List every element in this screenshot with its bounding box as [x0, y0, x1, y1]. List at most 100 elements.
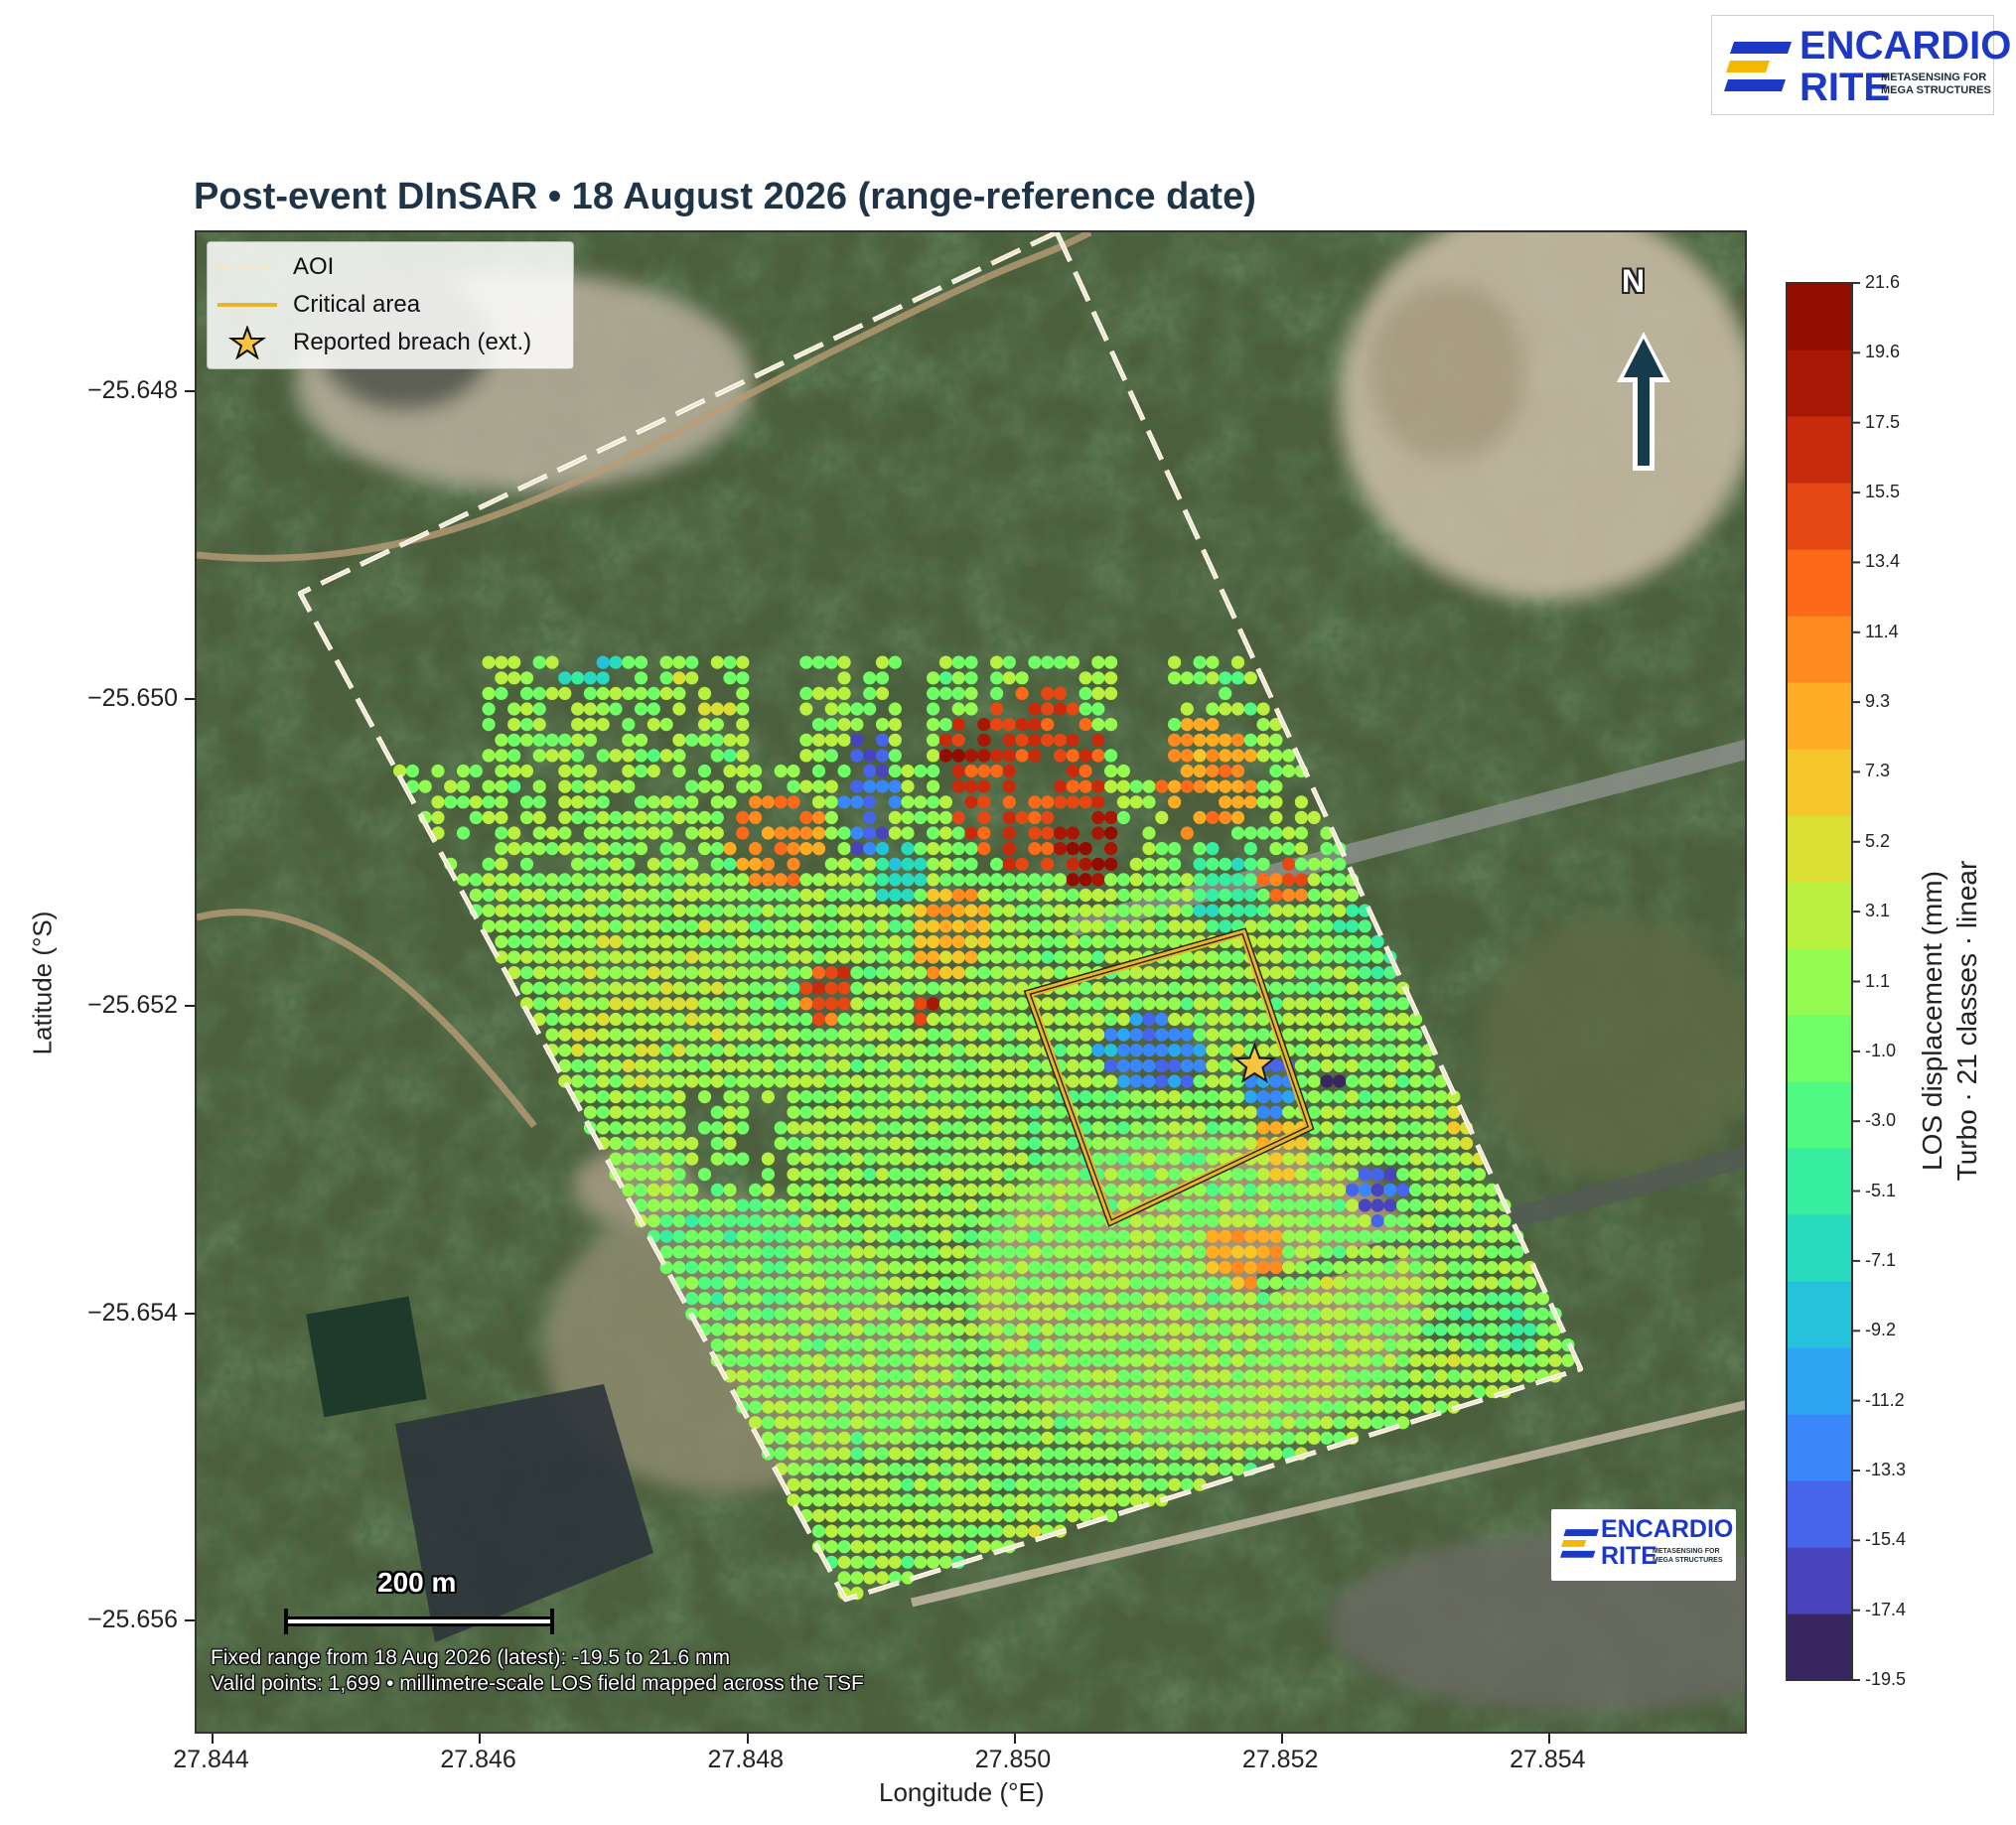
insar-point — [914, 1493, 928, 1507]
insar-point — [1434, 1168, 1448, 1182]
insar-point — [647, 1028, 660, 1042]
insar-point — [1320, 1431, 1334, 1445]
insar-point — [1142, 857, 1156, 871]
insar-point — [811, 1508, 826, 1523]
insar-point — [622, 966, 636, 980]
insar-point — [685, 873, 699, 887]
insar-point — [761, 950, 776, 964]
insar-point — [1091, 1463, 1105, 1476]
insar-point — [1015, 919, 1029, 933]
insar-point — [532, 950, 546, 964]
insar-point — [1434, 1369, 1448, 1383]
insar-point — [1155, 1074, 1169, 1088]
insar-point — [558, 764, 572, 778]
colorbar-class — [1787, 416, 1852, 484]
insar-point — [787, 1477, 800, 1491]
insar-point — [811, 966, 826, 980]
insar-point — [519, 764, 534, 778]
insar-point — [1358, 1028, 1371, 1042]
insar-point — [583, 795, 597, 809]
insar-point — [1193, 873, 1207, 887]
insar-point — [1511, 1323, 1524, 1336]
insar-point — [723, 702, 737, 716]
insar-point — [1307, 810, 1321, 825]
insar-point — [1002, 1369, 1016, 1383]
insar-point — [1041, 702, 1055, 716]
insar-point — [927, 1431, 940, 1445]
insar-point — [977, 888, 991, 903]
insar-point — [914, 1136, 928, 1151]
insar-point — [1282, 919, 1296, 933]
insar-point — [1383, 1121, 1397, 1135]
insar-point — [1307, 1384, 1321, 1399]
insar-point — [723, 1012, 737, 1027]
insar-point — [1370, 1074, 1384, 1088]
insar-point — [824, 702, 838, 716]
insar-point — [761, 795, 776, 809]
insar-point — [1180, 1260, 1194, 1275]
insar-point — [1333, 1058, 1347, 1072]
insar-point — [736, 1198, 750, 1212]
insar-point — [824, 1540, 838, 1554]
insar-point — [685, 1152, 699, 1166]
insar-point — [1015, 1338, 1029, 1352]
insar-point — [964, 1493, 978, 1507]
colorbar-class — [1787, 1148, 1852, 1215]
insar-point — [888, 795, 902, 809]
insar-point — [1383, 1090, 1397, 1104]
insar-point — [1219, 1090, 1232, 1104]
insar-point — [1206, 718, 1220, 732]
insar-point — [634, 702, 648, 716]
insar-point — [1333, 1168, 1347, 1182]
insar-point — [1155, 1338, 1169, 1352]
insar-point — [951, 1431, 965, 1445]
insar-point — [1104, 1058, 1118, 1072]
insar-point — [837, 1214, 851, 1228]
insar-point — [1116, 1245, 1130, 1259]
insar-point — [977, 1307, 991, 1321]
insar-point — [1180, 997, 1194, 1011]
insar-point — [1408, 1198, 1423, 1212]
insar-point — [736, 1152, 750, 1166]
insar-point — [1294, 826, 1308, 840]
insar-point — [938, 1074, 953, 1088]
insar-point — [749, 1307, 763, 1321]
insar-point — [1269, 981, 1283, 995]
insar-point — [1370, 1152, 1384, 1166]
insar-point — [1193, 1198, 1207, 1212]
insar-point — [1370, 1168, 1384, 1182]
insar-point — [901, 1447, 915, 1461]
insar-point — [1282, 1384, 1296, 1399]
insar-point — [545, 934, 559, 949]
insar-point — [824, 718, 838, 732]
insar-point — [964, 671, 978, 685]
insar-point — [507, 842, 521, 856]
insar-point — [672, 764, 686, 778]
insar-point — [1028, 1121, 1042, 1135]
insar-point — [799, 1431, 813, 1445]
insar-point — [1485, 1353, 1499, 1367]
insar-point — [863, 1307, 877, 1321]
insar-point — [1421, 1323, 1435, 1336]
insar-point — [1230, 1044, 1245, 1057]
insar-point — [1155, 1245, 1169, 1259]
insar-point — [914, 1400, 928, 1414]
insar-point — [507, 779, 521, 793]
insar-point — [609, 950, 623, 964]
insar-point — [1053, 1012, 1068, 1027]
insar-point — [1079, 1307, 1092, 1321]
insar-point — [1243, 981, 1257, 995]
insar-point — [964, 1276, 978, 1290]
insar-point — [1180, 1431, 1194, 1445]
insar-point — [1333, 1136, 1347, 1151]
insar-point — [1079, 1090, 1092, 1104]
insar-point — [1320, 1214, 1334, 1228]
insar-point — [863, 873, 877, 887]
page-title: Post-event DInSAR • 18 August 2026 (rang… — [194, 176, 1256, 217]
insar-point — [1523, 1353, 1537, 1367]
insar-point — [609, 1044, 623, 1057]
insar-point — [938, 1292, 953, 1306]
insar-point — [1320, 1353, 1334, 1367]
insar-point — [647, 981, 660, 995]
insar-point — [1408, 1058, 1423, 1072]
